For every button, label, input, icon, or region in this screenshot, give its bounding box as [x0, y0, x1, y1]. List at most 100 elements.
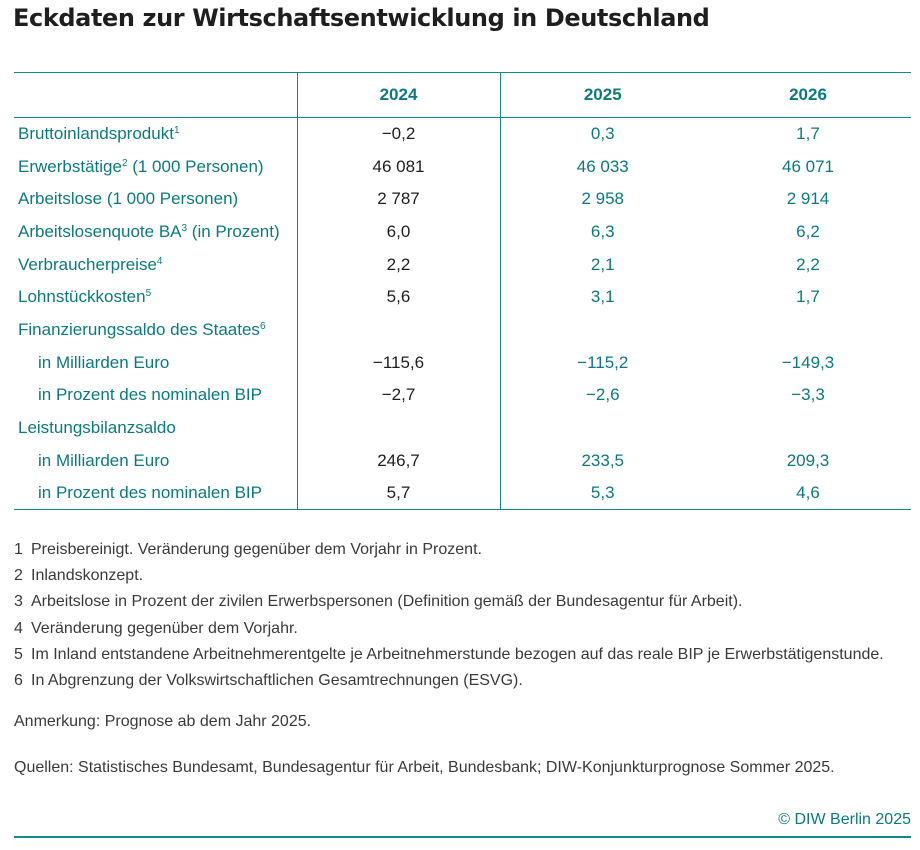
- cell-value-2024: −2,7: [297, 379, 501, 412]
- cell-value-2025: −115,2: [577, 352, 629, 372]
- table-row: Lohnstückkosten5 5,6 3,1 1,7: [14, 280, 911, 314]
- footnote-text: Inlandskonzept.: [31, 567, 144, 585]
- row-label-text: Lohnstückkosten: [18, 287, 146, 307]
- header-empty-cell: [14, 72, 298, 118]
- remark-note: Anmerkung: Prognose ab dem Jahr 2025.: [14, 713, 312, 730]
- footnote-number: 5: [14, 645, 23, 663]
- row-label-text: Finanzierungssaldo des Staates: [18, 319, 260, 339]
- cell-value-2025: 2 958: [581, 189, 625, 209]
- footnote-item: 4 Veränderung gegenüber dem Vorjahr.: [14, 618, 884, 644]
- cell-value-2025: [500, 314, 705, 347]
- footnote-marker: 3: [181, 222, 188, 234]
- footnote-text: Veränderung gegenüber dem Vorjahr.: [31, 619, 298, 637]
- table-row: Arbeitslosenquote BA3 (in Prozent) 6,0 6,3…: [14, 215, 911, 249]
- footnote-marker: 6: [259, 320, 266, 332]
- cell-value-2025: 5,3: [590, 483, 615, 503]
- table-row: Erwerbstätige2 (1 000 Personen) 46 081 46 …: [14, 150, 911, 183]
- footnote-marker: 4: [156, 255, 163, 267]
- cell-value-2026: 6,2: [796, 221, 820, 241]
- cell-value-2024: 46 081: [297, 150, 501, 183]
- row-label-suffix: (1 000 Personen): [127, 156, 264, 176]
- footnote-marker: 2: [121, 157, 128, 169]
- cell-value-2024: 6,0: [297, 215, 501, 249]
- table-row: in Prozent des nominalen BIP −2,7 −2,6 −3,3: [14, 379, 911, 412]
- cell-value-2024: [297, 411, 501, 445]
- row-label-text: Arbeitslosenquote BA: [18, 221, 182, 241]
- row-label: Lohnstückkosten5: [14, 280, 298, 314]
- footnote-number: 1: [14, 541, 23, 558]
- cell-value-2026: 209,3: [786, 450, 830, 470]
- header-year-2024: 2024: [297, 72, 501, 118]
- cell-value-2025: 233,5: [581, 450, 625, 470]
- row-label-suffix: (in Prozent): [187, 221, 280, 241]
- row-label-text: Leistungsbilanzsaldo: [18, 418, 176, 438]
- table-header-row: 2024 2025 2026: [14, 72, 911, 118]
- cell-value-2024: 5,7: [297, 477, 501, 510]
- row-label: in Prozent des nominalen BIP: [14, 379, 298, 412]
- footnote-number: 6: [14, 671, 23, 689]
- cell-value-2026: [705, 412, 911, 445]
- cell-value-2024: −0,2: [297, 117, 501, 151]
- table-body: Bruttoinlandsprodukt1 −0,2 0,3 1,7 Erwerbstä…: [14, 117, 911, 510]
- footnote-text: Im Inland entstandene Arbeitnehmerentgel…: [31, 645, 884, 663]
- cell-value-2025: 6,3: [590, 221, 615, 241]
- cell-value-2025: [500, 412, 705, 445]
- header-year-2026: 2026: [705, 72, 911, 118]
- row-label-text: in Milliarden Euro: [38, 450, 170, 470]
- row-label: in Milliarden Euro: [14, 444, 298, 478]
- cell-value-2024: −115,6: [297, 346, 501, 379]
- table-row: Verbraucherpreise4 2,2 2,1 2,2: [14, 248, 911, 281]
- row-label: Arbeitslosenquote BA3 (in Prozent): [14, 215, 298, 249]
- table-row: Leistungsbilanzsaldo: [14, 411, 911, 445]
- bottom-divider: [14, 836, 911, 838]
- cell-value-2025: 2,1: [590, 254, 615, 274]
- cell-value-2026: −3,3: [791, 385, 825, 405]
- row-label-text: Erwerbstätige: [18, 156, 122, 176]
- cell-value-2024: 246,7: [297, 444, 501, 478]
- row-label-text: Verbraucherpreise: [18, 254, 157, 274]
- cell-value-2024: 2,2: [297, 248, 501, 281]
- row-label: Arbeitslose (1 000 Personen): [14, 182, 298, 216]
- footnote-item: 5 Im Inland entstandene Arbeitnehmerentge…: [14, 644, 884, 670]
- table-row: in Milliarden Euro 246,7 233,5 209,3: [14, 444, 911, 478]
- row-label-text: Bruttoinlandsprodukt: [18, 124, 174, 144]
- cell-value-2026: 2 914: [786, 189, 830, 209]
- footnote-text: Preisbereinigt. Veränderung gegenüber de…: [31, 541, 482, 558]
- cell-value-2025: 3,1: [590, 287, 615, 307]
- row-label: in Milliarden Euro: [14, 346, 298, 379]
- cell-value-2026: 1,7: [796, 287, 820, 307]
- row-label: Leistungsbilanzsaldo: [14, 411, 298, 445]
- table-row: Arbeitslose (1 000 Personen) 2 787 2 958 2 …: [14, 182, 911, 216]
- page-title: Eckdaten zur Wirtschaftsentwicklung in D…: [13, 4, 710, 32]
- row-label: Finanzierungssaldo des Staates6: [14, 313, 298, 347]
- footnote-item: 2 Inlandskonzept.: [14, 565, 884, 591]
- row-label-text: in Prozent des nominalen BIP: [38, 483, 262, 503]
- row-label: Verbraucherpreise4: [14, 248, 298, 281]
- table-row: Finanzierungssaldo des Staates6: [14, 313, 911, 347]
- table-row: Bruttoinlandsprodukt1 −0,2 0,3 1,7: [14, 117, 911, 151]
- footnote-item: 3 Arbeitslose in Prozent der zivilen Erwe…: [14, 591, 884, 617]
- sources-note: Quellen: Statistisches Bundesamt, Bundes…: [14, 759, 835, 776]
- header-year-2025: 2025: [500, 72, 705, 118]
- table-row: in Milliarden Euro −115,6 −115,2 −149,3: [14, 346, 911, 379]
- cell-value-2026: 2,2: [796, 254, 820, 274]
- footnote-number: 4: [14, 619, 23, 637]
- row-label-text: in Prozent des nominalen BIP: [38, 385, 262, 405]
- cell-value-2026: [705, 314, 911, 347]
- footnote-text: Arbeitslose in Prozent der zivilen Erwer…: [31, 593, 743, 611]
- cell-value-2024: 2 787: [297, 182, 501, 216]
- row-label-text: in Milliarden Euro: [38, 352, 170, 372]
- footnote-item: 6 In Abgrenzung der Volkswirtschaftlichen…: [14, 670, 884, 696]
- cell-value-2024: 5,6: [297, 280, 501, 314]
- cell-value-2025: 46 033: [576, 156, 629, 176]
- cell-value-2026: 46 071: [782, 156, 834, 176]
- cell-value-2026: −149,3: [781, 352, 835, 372]
- cell-value-2025: 0,3: [590, 124, 615, 144]
- copyright: © DIW Berlin 2025: [778, 811, 911, 828]
- cell-value-2026: 4,6: [796, 483, 820, 503]
- row-label: Bruttoinlandsprodukt1: [14, 117, 298, 151]
- table-row: in Prozent des nominalen BIP 5,7 5,3 4,6: [14, 477, 911, 510]
- footnote-marker: 1: [173, 125, 180, 137]
- row-label: in Prozent des nominalen BIP: [14, 477, 298, 510]
- cell-value-2024: [297, 313, 501, 347]
